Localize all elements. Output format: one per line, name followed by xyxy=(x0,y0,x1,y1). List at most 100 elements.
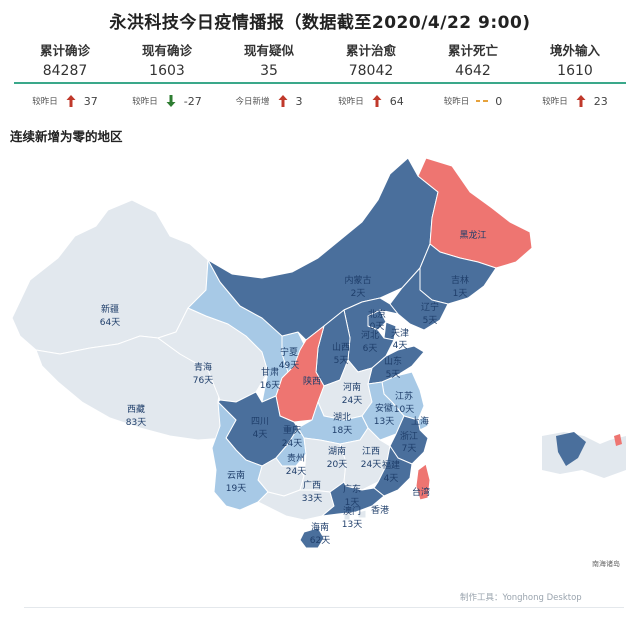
bottom-divider xyxy=(24,607,624,608)
region-name: 云南 xyxy=(227,469,245,481)
region-days: 1天 xyxy=(345,498,360,508)
region-name: 内蒙古 xyxy=(344,274,371,286)
region-days: 1天 xyxy=(453,289,468,299)
delta-value: -27 xyxy=(183,94,202,108)
region-days: 4天 xyxy=(393,341,408,351)
region-macau[interactable] xyxy=(343,513,351,521)
page-title: 永洪科技今日疫情播报（数据截至2020/4/22 9:00) xyxy=(109,13,531,33)
region-days: 18天 xyxy=(332,426,352,436)
stat-cumulative-deaths: 累计死亡 4642 xyxy=(422,42,524,82)
delta-cumulative-confirmed: 较昨日 37 xyxy=(14,92,116,110)
region-days: 49天 xyxy=(279,361,299,371)
region-days: 10天 xyxy=(394,405,414,415)
delta-cumulative-deaths: 较昨日 0 xyxy=(422,92,524,110)
region-name: 江苏 xyxy=(395,390,413,402)
region-name: 山东 xyxy=(384,355,402,367)
region-days: 4天 xyxy=(253,430,268,440)
region-name: 山西 xyxy=(332,342,350,353)
region-days: 2天 xyxy=(351,289,366,299)
region-name: 四川 xyxy=(251,417,269,427)
arrow-down-icon xyxy=(166,95,176,107)
delta-label: 较昨日 xyxy=(32,97,58,107)
stat-label: 境外输入 xyxy=(549,43,600,58)
dash-icon xyxy=(476,100,489,102)
region-days: 5天 xyxy=(334,356,349,366)
delta-label: 较昨日 xyxy=(338,97,364,107)
region-taiwan[interactable] xyxy=(415,463,431,501)
stat-label: 累计确诊 xyxy=(39,43,90,58)
delta-value: 37 xyxy=(83,94,98,108)
region-name: 青海 xyxy=(194,361,212,373)
region-fujian[interactable] xyxy=(373,445,413,497)
region-name: 浙江 xyxy=(400,430,418,442)
region-days: 24天 xyxy=(286,467,306,477)
region-days: 16天 xyxy=(260,381,280,391)
stat-cumulative-confirmed: 累计确诊 84287 xyxy=(14,42,116,82)
stat-label: 累计治愈 xyxy=(345,43,396,58)
region-days: 6天 xyxy=(363,344,378,354)
stat-value: 78042 xyxy=(348,63,394,79)
region-name: 江西 xyxy=(362,446,380,457)
region-name: 宁夏 xyxy=(280,346,298,358)
arrow-up-icon xyxy=(576,95,586,107)
delta-label: 今日新增 xyxy=(235,97,270,107)
region-name: 台湾 xyxy=(412,486,430,498)
region-name: 贵州 xyxy=(287,452,305,464)
region-shaanxi[interactable] xyxy=(275,325,325,423)
region-days: 20天 xyxy=(327,460,347,470)
region-name: 重庆 xyxy=(283,424,301,436)
region-name: 甘肃 xyxy=(261,366,279,378)
region-days: 24天 xyxy=(342,396,362,406)
delta-current-suspected: 今日新增 3 xyxy=(218,92,320,110)
region-days: 24天 xyxy=(282,439,302,449)
delta-label: 较昨日 xyxy=(542,97,568,107)
region-days: 4天 xyxy=(384,474,399,484)
region-name: 香港 xyxy=(371,504,389,516)
stat-label: 现有疑似 xyxy=(243,43,294,58)
stat-cumulative-cured: 累计治愈 78042 xyxy=(320,42,422,82)
region-name: 吉林 xyxy=(451,274,469,286)
stat-label: 现有确诊 xyxy=(141,43,192,58)
region-days: 5天 xyxy=(386,370,401,380)
region-days: 62天 xyxy=(310,536,330,546)
delta-value: 64 xyxy=(389,94,404,108)
region-name: 福建 xyxy=(382,459,400,471)
region-name: 上海 xyxy=(411,415,429,427)
region-name: 陕西 xyxy=(303,375,321,387)
arrow-up-icon xyxy=(66,95,76,107)
delta-current-confirmed: 较昨日 -27 xyxy=(116,92,218,110)
stat-value: 84287 xyxy=(42,63,88,79)
region-days: 7天 xyxy=(402,444,417,454)
region-name: 湖南 xyxy=(328,445,346,457)
region-days: 33天 xyxy=(302,494,322,504)
region-days: 13天 xyxy=(342,520,362,530)
region-days: 76天 xyxy=(193,376,213,386)
stat-value: 4642 xyxy=(455,63,491,79)
stats-row: 累计确诊 84287 现有确诊 1603 现有疑似 35 累计治愈 78042 … xyxy=(14,42,626,82)
region-name: 湖北 xyxy=(333,412,351,423)
region-days: 24天 xyxy=(361,460,381,470)
region-labels: 新疆 64天 西藏 83天 青海 76天 甘肃 16天 宁夏 49天 内蒙古 2… xyxy=(100,229,487,546)
delta-label: 较昨日 xyxy=(443,97,470,107)
region-name: 新疆 xyxy=(101,303,119,315)
stat-label: 累计死亡 xyxy=(447,43,498,58)
footer-credit: 制作工具：Yonghong Desktop xyxy=(460,593,582,603)
section-title: 连续新增为零的地区 xyxy=(10,129,123,144)
region-days: 0天 xyxy=(370,322,385,332)
deltas-row: 较昨日 37 较昨日 -27 今日新增 3 较昨日 64 较昨日 0 较昨日 2… xyxy=(14,92,626,110)
region-name: 黑龙江 xyxy=(459,229,486,241)
region-name: 广东 xyxy=(343,483,361,495)
stat-current-confirmed: 现有确诊 1603 xyxy=(116,42,218,82)
region-name: 西藏 xyxy=(127,403,145,415)
region-hongkong[interactable] xyxy=(357,509,367,519)
region-name: 海南 xyxy=(311,521,329,533)
region-days: 64天 xyxy=(100,318,120,328)
delta-cumulative-cured: 较昨日 64 xyxy=(320,92,422,110)
arrow-up-icon xyxy=(278,95,287,107)
stat-imported: 境外输入 1610 xyxy=(524,42,626,82)
region-guangdong[interactable] xyxy=(321,481,385,517)
region-days: 19天 xyxy=(226,484,246,494)
delta-label: 较昨日 xyxy=(132,97,158,107)
region-hainan[interactable] xyxy=(299,527,325,549)
region-heilongjiang[interactable] xyxy=(417,157,533,269)
